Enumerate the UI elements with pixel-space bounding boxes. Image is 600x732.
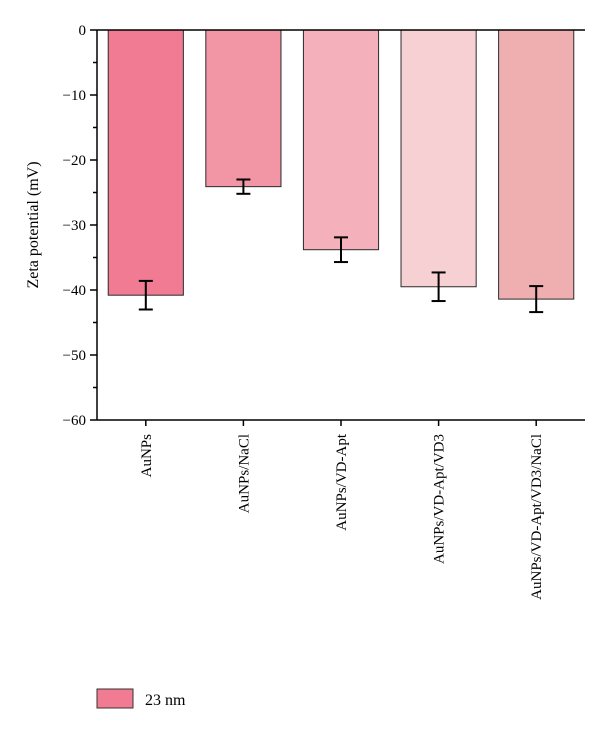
category-label-2: AuNPs/NaCl	[236, 434, 252, 513]
error-bars-layer	[138, 178, 544, 314]
y-tick-label: −20	[63, 153, 86, 169]
y-tick-label: −10	[63, 88, 86, 104]
error-bar-4	[431, 271, 446, 303]
error-bar-1	[138, 279, 153, 311]
y-tick-label: −60	[63, 413, 86, 429]
y-tick-label: 0	[79, 23, 87, 39]
legend-label: 23 nm	[145, 692, 186, 709]
error-bar-5	[529, 285, 544, 314]
bar-3	[302, 29, 380, 251]
y-axis-title: Zeta potential (mV)	[25, 161, 42, 288]
category-label-3: AuNPs/VD-Apt	[334, 433, 350, 531]
bar-5	[498, 29, 575, 300]
error-bar-3	[334, 236, 348, 264]
labels-layer: AuNPs AuNPs/NaCl AuNPs/VD-Apt AuNPs/VD-Apt/…	[63, 23, 546, 600]
y-tick-label: −50	[63, 348, 86, 364]
category-label-4: AuNPs/VD-Apt/VD3	[432, 434, 448, 564]
bar-4	[400, 29, 477, 288]
category-label-1: AuNPs	[139, 434, 155, 478]
category-label-5: AuNPs/VD-Apt/VD3/NaCl	[529, 434, 545, 600]
legend-swatch	[96, 688, 134, 709]
y-tick-label: −30	[63, 218, 86, 234]
bar-2	[205, 29, 282, 188]
y-tick-label: −40	[63, 283, 86, 299]
error-bar-2	[236, 178, 251, 195]
legend: 23 nm	[96, 688, 186, 709]
axes-layer	[90, 29, 585, 426]
bar-1	[107, 29, 184, 296]
